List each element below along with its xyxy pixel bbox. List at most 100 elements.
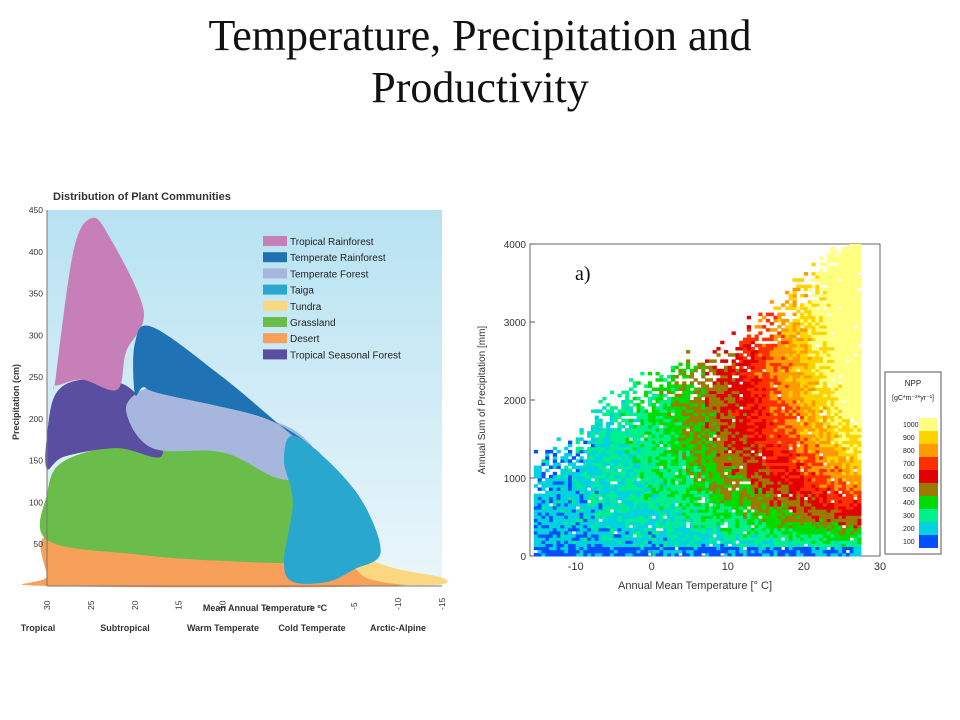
heatmap-cell	[811, 499, 816, 504]
heatmap-cell	[849, 390, 854, 395]
heatmap-cell	[647, 371, 653, 376]
heatmap-cell	[830, 446, 835, 451]
heatmap-cell	[655, 396, 660, 401]
heatmap-cell	[815, 531, 820, 535]
heatmap-cell	[803, 315, 809, 320]
heatmap-cell	[579, 468, 584, 473]
heatmap-cell	[655, 546, 660, 551]
heatmap-cell	[613, 462, 618, 466]
heatmap-cell	[815, 446, 820, 451]
heatmap-cell	[777, 315, 782, 320]
heatmap-cell	[792, 496, 797, 501]
heatmap-cell	[724, 434, 729, 438]
heatmap-cell	[678, 362, 683, 367]
heatmap-cell	[644, 468, 649, 473]
heatmap-cell	[663, 474, 668, 479]
heatmap-cell	[705, 365, 710, 370]
heatmap-cell	[803, 462, 809, 466]
heatmap-cell	[819, 315, 824, 320]
heatmap-cell	[826, 387, 831, 392]
heatmap-cell	[743, 437, 748, 441]
heatmap-cell	[822, 484, 828, 488]
heatmap-cell	[765, 393, 771, 398]
heatmap-cell	[674, 384, 679, 388]
heatmap-cell	[784, 403, 790, 407]
heatmap-cell	[838, 309, 843, 314]
heatmap-cell	[807, 322, 812, 326]
heatmap-cell	[568, 506, 573, 510]
heatmap-cell	[640, 468, 645, 473]
heatmap-cell	[769, 474, 774, 479]
heatmap-cell	[849, 396, 854, 401]
heatmap-cell	[739, 478, 744, 482]
heatmap-cell	[579, 540, 584, 544]
heatmap-cell	[724, 493, 729, 498]
heatmap-cell	[796, 353, 801, 357]
heatmap-cell	[807, 412, 812, 417]
heatmap-cell	[598, 428, 603, 432]
heatmap-cell	[659, 512, 664, 516]
heatmap-cell	[834, 474, 839, 479]
heatmap-cell	[708, 471, 713, 476]
heatmap-cell	[838, 287, 843, 292]
heatmap-cell	[796, 481, 801, 485]
heatmap-cell	[602, 515, 607, 519]
heatmap-cell	[590, 474, 596, 479]
heatmap-cell	[724, 406, 729, 410]
heatmap-cell	[674, 425, 679, 429]
heatmap-cell	[815, 362, 820, 367]
heatmap-cell	[834, 412, 839, 417]
heatmap-cell	[724, 512, 729, 516]
heatmap-cell	[545, 496, 550, 501]
heatmap-cell	[541, 527, 546, 532]
heatmap-cell	[549, 490, 554, 495]
heatmap-cell	[819, 353, 824, 357]
heatmap-cell	[788, 368, 793, 373]
heatmap-cell	[815, 490, 820, 495]
heatmap-cell	[834, 297, 839, 301]
heatmap-cell	[849, 384, 854, 388]
heatmap-cell	[712, 543, 717, 548]
heatmap-cell	[667, 543, 672, 548]
heatmap-cell	[625, 471, 630, 476]
heatmap-cell	[640, 521, 645, 526]
heatmap-cell	[556, 524, 561, 529]
heatmap-cell	[686, 503, 691, 507]
heatmap-cell	[815, 543, 820, 548]
heatmap-cell	[579, 549, 584, 554]
heatmap-cell	[724, 437, 729, 441]
heatmap-cell	[651, 443, 656, 448]
heatmap-cell	[697, 552, 702, 557]
heatmap-cell	[716, 353, 721, 357]
heatmap-cell	[682, 546, 687, 551]
heatmap-cell	[647, 456, 653, 460]
heatmap-cell	[594, 518, 599, 523]
heatmap-cell	[792, 418, 797, 423]
heatmap-cell	[731, 400, 736, 404]
heatmap-cell	[849, 350, 854, 354]
heatmap-cell	[693, 425, 698, 429]
heatmap-cell	[800, 531, 805, 535]
heatmap-cell	[819, 546, 824, 551]
heatmap-cell	[621, 431, 626, 435]
heatmap-cell	[826, 543, 831, 548]
heatmap-cell	[815, 459, 820, 463]
heatmap-cell	[689, 493, 694, 498]
slide-title: Temperature, Precipitation and Productiv…	[0, 10, 960, 114]
heatmap-cell	[845, 315, 850, 320]
heatmap-cell	[602, 537, 607, 541]
heatmap-cell	[686, 537, 691, 541]
heatmap-cell	[834, 275, 839, 279]
heatmap-cell	[693, 468, 698, 473]
heatmap-cell	[686, 359, 691, 363]
heatmap-cell	[777, 512, 782, 516]
heatmap-cell	[746, 421, 751, 426]
heatmap-cell	[727, 552, 732, 557]
heatmap-cell	[659, 468, 664, 473]
heatmap-cell	[807, 549, 812, 554]
heatmap-cell	[800, 343, 805, 348]
heatmap-cell	[819, 506, 824, 510]
heatmap-cell	[769, 462, 774, 466]
heatmap-cell	[606, 506, 611, 510]
heatmap-cell	[716, 465, 721, 470]
